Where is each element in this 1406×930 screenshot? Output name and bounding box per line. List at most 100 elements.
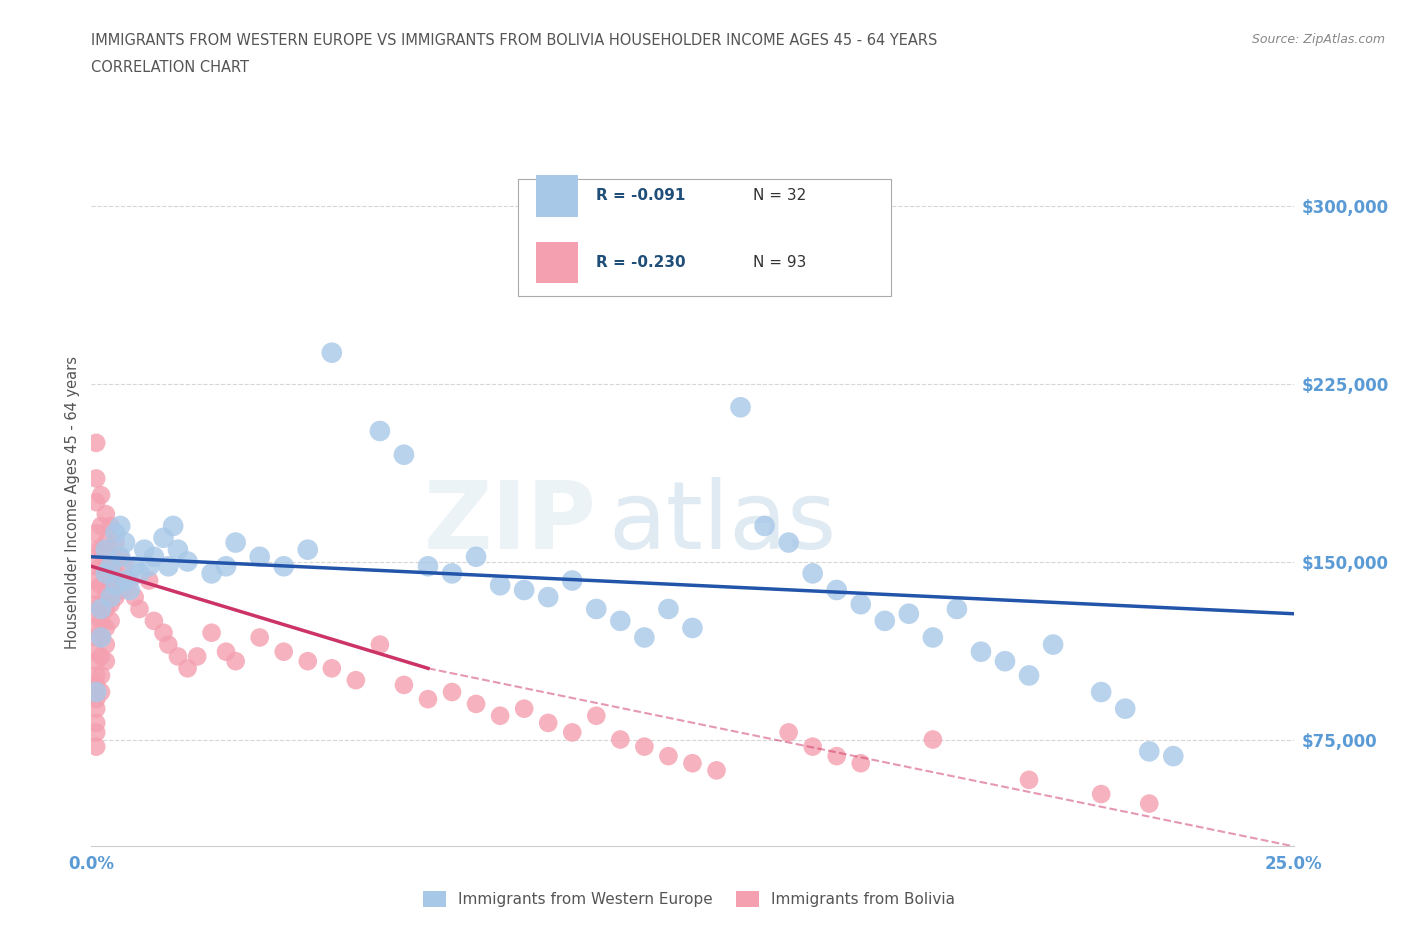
Point <box>152 625 174 640</box>
Point <box>778 535 800 550</box>
Y-axis label: Householder Income Ages 45 - 64 years: Householder Income Ages 45 - 64 years <box>65 355 80 649</box>
Point <box>84 739 107 754</box>
Point <box>1090 684 1112 699</box>
Point <box>90 597 112 612</box>
Point <box>100 550 122 565</box>
Point <box>585 709 607 724</box>
Point <box>730 400 752 415</box>
Point <box>90 542 112 557</box>
Bar <box>536 175 578 217</box>
Point <box>657 602 679 617</box>
Point <box>84 582 107 597</box>
Point <box>114 559 136 574</box>
Point <box>1090 787 1112 802</box>
Point <box>440 684 463 699</box>
Point <box>100 559 122 574</box>
Point <box>100 519 122 534</box>
Point <box>561 725 583 740</box>
Point <box>84 725 107 740</box>
Point <box>157 637 180 652</box>
Point <box>84 644 107 659</box>
Text: atlas: atlas <box>609 477 837 569</box>
Point <box>138 573 160 588</box>
Text: R = -0.230: R = -0.230 <box>596 255 686 271</box>
Point <box>84 471 107 485</box>
Point <box>225 654 247 669</box>
Point <box>321 661 343 676</box>
Point <box>849 597 872 612</box>
Point <box>368 637 391 652</box>
Point <box>1114 701 1136 716</box>
Point <box>609 732 631 747</box>
Point <box>104 525 127 540</box>
Point <box>114 573 136 588</box>
Text: N = 32: N = 32 <box>752 189 806 204</box>
Point <box>706 763 728 777</box>
Point <box>633 630 655 644</box>
Point <box>249 550 271 565</box>
Point <box>167 542 190 557</box>
Point <box>609 614 631 629</box>
Point <box>84 701 107 716</box>
Point <box>110 519 132 534</box>
Text: IMMIGRANTS FROM WESTERN EUROPE VS IMMIGRANTS FROM BOLIVIA HOUSEHOLDER INCOME AGE: IMMIGRANTS FROM WESTERN EUROPE VS IMMIGR… <box>91 33 938 47</box>
Point <box>249 630 271 644</box>
Point <box>142 614 165 629</box>
Point <box>104 590 127 604</box>
Point <box>561 573 583 588</box>
Point <box>1137 744 1160 759</box>
Point <box>489 578 512 592</box>
Point <box>94 620 117 635</box>
Point <box>1018 668 1040 683</box>
Point <box>100 614 122 629</box>
Point <box>84 495 107 510</box>
Point <box>970 644 993 659</box>
Point <box>90 519 112 534</box>
Point <box>90 602 112 617</box>
Point <box>465 550 488 565</box>
Point <box>186 649 208 664</box>
Point <box>922 630 945 644</box>
Point <box>90 630 112 644</box>
Point <box>90 614 112 629</box>
Point <box>84 620 107 635</box>
Point <box>118 573 141 588</box>
Point <box>84 606 107 621</box>
Point <box>84 559 107 574</box>
Point <box>110 550 132 565</box>
Point <box>225 535 247 550</box>
Point <box>84 684 107 699</box>
Point <box>84 435 107 450</box>
Point <box>201 625 224 640</box>
Point <box>100 590 122 604</box>
Point <box>849 756 872 771</box>
Point <box>825 749 848 764</box>
Point <box>706 270 728 285</box>
Point <box>633 739 655 754</box>
Point <box>94 542 117 557</box>
Point <box>897 606 920 621</box>
Point <box>440 566 463 581</box>
Point <box>94 602 117 617</box>
Point <box>162 519 184 534</box>
Point <box>215 644 238 659</box>
Point <box>157 559 180 574</box>
Point <box>585 602 607 617</box>
Text: ZIP: ZIP <box>423 477 596 569</box>
Point <box>90 668 112 683</box>
Point <box>90 684 112 699</box>
Point <box>1161 749 1184 764</box>
Point <box>344 672 367 687</box>
Point <box>84 668 107 683</box>
Point <box>90 559 112 574</box>
Point <box>84 597 107 612</box>
Point <box>124 590 146 604</box>
Point <box>778 725 800 740</box>
Point <box>138 559 160 574</box>
Point <box>513 701 536 716</box>
Point <box>416 559 439 574</box>
Point <box>128 566 150 581</box>
Point <box>657 749 679 764</box>
Point <box>273 559 295 574</box>
Point <box>416 692 439 707</box>
